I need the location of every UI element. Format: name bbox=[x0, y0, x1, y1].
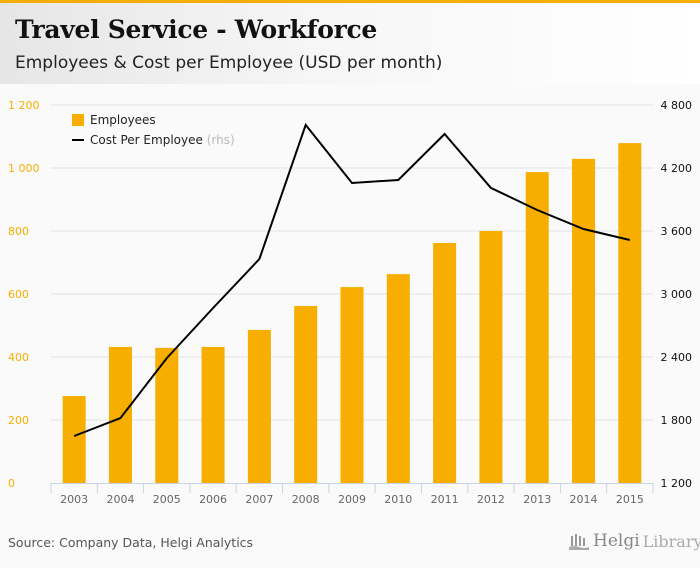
left-axis-tick-label: 0 bbox=[8, 477, 15, 490]
bar-employees bbox=[155, 347, 179, 483]
legend-label-cost: Cost Per Employee (rhs) bbox=[90, 133, 235, 147]
logo-text-light: Library. bbox=[642, 532, 700, 551]
right-axis-tick-label: 1 800 bbox=[661, 414, 693, 427]
bar-employees bbox=[108, 346, 132, 483]
right-axis-tick-label: 1 200 bbox=[661, 477, 693, 490]
bar-employees bbox=[340, 287, 364, 483]
right-axis-tick-label: 2 400 bbox=[661, 351, 693, 364]
chart-header: Travel Service - Workforce Employees & C… bbox=[0, 3, 700, 84]
x-axis-tick-label: 2007 bbox=[245, 493, 273, 506]
x-axis-tick-label: 2015 bbox=[616, 493, 644, 506]
x-axis-tick-label: 2013 bbox=[523, 493, 551, 506]
bar-employees bbox=[618, 143, 642, 484]
x-axis-tick-label: 2006 bbox=[199, 493, 227, 506]
line-cost-per-employee bbox=[73, 122, 631, 437]
bar-employees bbox=[62, 396, 86, 483]
library-building-icon bbox=[569, 534, 589, 550]
legend-label-employees: Employees bbox=[90, 113, 156, 127]
source-note: Source: Company Data, Helgi Analytics bbox=[8, 535, 254, 550]
bar-employees bbox=[247, 329, 271, 483]
combo-chart: 0 200 400 600 800 1 000 1 200 1 200 1 800 2 400 3 … bbox=[8, 99, 693, 506]
x-axis-tick-label: 2005 bbox=[153, 493, 181, 506]
left-axis-tick-label: 1 200 bbox=[8, 99, 40, 112]
right-axis-tick-label: 4 200 bbox=[661, 162, 693, 175]
bar-employees bbox=[201, 346, 225, 483]
bar-employees bbox=[479, 231, 503, 483]
left-axis-tick-label: 600 bbox=[8, 288, 29, 301]
right-axis-tick-label: 3 600 bbox=[661, 225, 693, 238]
x-axis-tick-label: 2003 bbox=[60, 493, 88, 506]
bar-employees bbox=[572, 158, 596, 483]
legend-swatch-employees bbox=[72, 114, 84, 126]
helgi-library-logo: Helgi Library. bbox=[568, 531, 700, 551]
right-axis-tick-label: 3 000 bbox=[661, 288, 693, 301]
bar-employees bbox=[525, 172, 549, 483]
left-axis-tick-label: 200 bbox=[8, 414, 29, 427]
logo-text-bold: Helgi bbox=[593, 531, 640, 551]
accent-top-bar bbox=[0, 0, 700, 3]
x-axis-tick-label: 2010 bbox=[384, 493, 412, 506]
x-axis-tick-label: 2011 bbox=[431, 493, 459, 506]
x-axis-tick-label: 2004 bbox=[106, 493, 134, 506]
left-axis-tick-label: 400 bbox=[8, 351, 29, 364]
chart-title: Travel Service - Workforce bbox=[15, 15, 377, 44]
bar-employees bbox=[386, 274, 410, 483]
chart-subtitle: Employees & Cost per Employee (USD per m… bbox=[15, 53, 443, 73]
left-axis-tick-label: 800 bbox=[8, 225, 29, 238]
legend-rhs-suffix: (rhs) bbox=[207, 133, 235, 147]
x-axis-tick-label: 2008 bbox=[292, 493, 320, 506]
x-axis-tick-label: 2009 bbox=[338, 493, 366, 506]
bar-employees bbox=[294, 305, 318, 483]
bar-employees bbox=[433, 242, 457, 483]
x-axis-tick-label: 2012 bbox=[477, 493, 505, 506]
left-axis-tick-label: 1 000 bbox=[8, 162, 40, 175]
right-axis-tick-label: 4 800 bbox=[661, 99, 693, 112]
x-axis-tick-label: 2014 bbox=[570, 493, 598, 506]
